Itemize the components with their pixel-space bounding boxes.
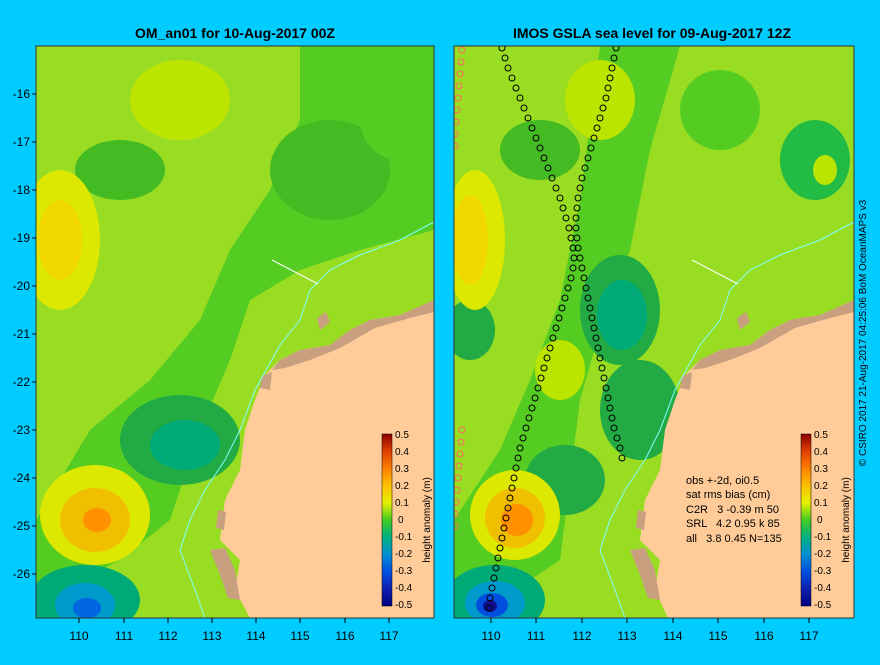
x-tick: 110 <box>481 629 500 643</box>
x-tick: 114 <box>246 629 265 643</box>
cb-tick: 0.1 <box>814 498 828 509</box>
stats-line: all 3.8 0.45 N=135 <box>686 533 782 545</box>
y-tick: -25 <box>13 519 31 533</box>
right-colorbar-ticks: 0.5 0.4 0.3 0.2 0.1 0 -0.1 -0.2 -0.3 -0.… <box>814 430 832 611</box>
y-tick: -22 <box>13 375 31 389</box>
y-tick: -23 <box>13 423 31 437</box>
cb-tick: -0.5 <box>395 600 413 611</box>
cb-tick: -0.2 <box>814 549 832 560</box>
left-panel-title: OM_an01 for 10-Aug-2017 00Z <box>135 25 335 41</box>
western-track-markers <box>454 46 466 530</box>
y-tick: -18 <box>13 183 31 197</box>
y-tick: -16 <box>13 87 31 101</box>
x-tick: 113 <box>617 629 636 643</box>
right-x-axis: 110 111 112 113 114 115 116 117 <box>481 629 818 643</box>
cb-tick: -0.3 <box>395 566 413 577</box>
x-tick: 115 <box>290 629 309 643</box>
right-colorbar-label: height anomaly (m) <box>841 477 852 563</box>
stats-line: obs +-2d, oi0.5 <box>686 475 759 487</box>
x-tick: 111 <box>527 629 546 643</box>
right-colorbar <box>800 433 812 607</box>
cb-tick: -0.3 <box>814 566 832 577</box>
y-tick: -20 <box>13 279 31 293</box>
y-tick: -24 <box>13 471 31 485</box>
cb-tick: 0.4 <box>395 447 409 458</box>
x-tick: 117 <box>799 629 818 643</box>
cb-tick: -0.5 <box>814 600 832 611</box>
left-x-tickmarks <box>78 618 390 623</box>
cb-tick: 0.2 <box>395 481 409 492</box>
cb-tick: 0.5 <box>814 430 828 441</box>
cb-tick: 0 <box>817 515 823 526</box>
y-tick: -26 <box>13 567 31 581</box>
cb-tick: -0.1 <box>395 532 413 543</box>
right-map-frame <box>453 45 855 619</box>
y-tick: -17 <box>13 135 31 149</box>
left-map <box>36 46 434 618</box>
x-tick: 114 <box>663 629 682 643</box>
stats-line: SRL 4.2 0.95 k 85 <box>686 518 780 530</box>
cb-tick: 0.4 <box>814 447 828 458</box>
x-tick: 116 <box>335 629 354 643</box>
left-colorbar-label: height anomaly (m) <box>422 477 433 563</box>
x-tick: 115 <box>708 629 727 643</box>
x-tick: 112 <box>572 629 591 643</box>
x-tick: 117 <box>379 629 398 643</box>
left-y-axis: -16 -17 -18 -19 -20 -21 -22 -23 -24 -25 … <box>13 87 31 581</box>
y-tick: -21 <box>13 327 31 341</box>
right-map <box>454 46 854 618</box>
right-panel-title: IMOS GSLA sea level for 09-Aug-2017 12Z <box>513 25 791 41</box>
left-map-frame <box>35 45 435 619</box>
cb-tick: -0.4 <box>395 583 413 594</box>
altimeter-tracks <box>485 46 626 612</box>
cb-tick: 0.2 <box>814 481 828 492</box>
cb-tick: 0.5 <box>395 430 409 441</box>
stats-line: C2R 3 -0.39 m 50 <box>686 504 779 516</box>
cb-tick: 0.3 <box>814 464 828 475</box>
x-tick: 110 <box>69 629 88 643</box>
x-tick: 116 <box>754 629 773 643</box>
left-colorbar-ticks: 0.5 0.4 0.3 0.2 0.1 0 -0.1 -0.2 -0.3 -0.… <box>395 430 413 611</box>
left-colorbar <box>381 433 393 607</box>
cb-tick: 0.1 <box>395 498 409 509</box>
credit-text: © CSIRO 2017 21-Aug-2017 04:25:06 BoM Oc… <box>858 199 869 466</box>
x-tick: 111 <box>115 629 134 643</box>
right-x-tickmarks <box>490 618 810 623</box>
stats-box: obs +-2d, oi0.5 sat rms bias (cm) C2R 3 … <box>686 475 782 545</box>
y-tick: -19 <box>13 231 31 245</box>
stats-line: sat rms bias (cm) <box>686 489 770 501</box>
left-x-axis: 110 111 112 113 114 115 116 117 <box>69 629 398 643</box>
x-tick: 112 <box>158 629 177 643</box>
cb-tick: 0 <box>398 515 404 526</box>
cb-tick: 0.3 <box>395 464 409 475</box>
x-tick: 113 <box>202 629 221 643</box>
cb-tick: -0.4 <box>814 583 832 594</box>
cb-tick: -0.2 <box>395 549 413 560</box>
left-y-tickmarks <box>32 93 36 575</box>
cb-tick: -0.1 <box>814 532 832 543</box>
